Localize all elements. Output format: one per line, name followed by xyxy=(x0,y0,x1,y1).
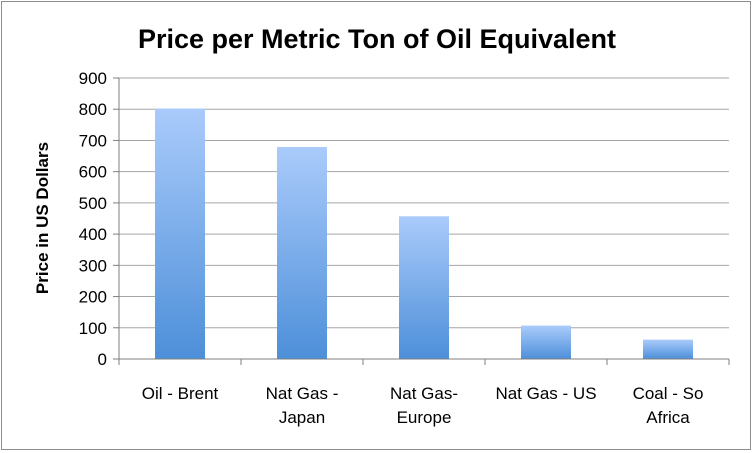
x-axis-categories: Oil - Brent Nat Gas - Japan Nat Gas- Europe N… xyxy=(142,384,704,427)
x-category-label: Coal - So xyxy=(633,384,704,403)
x-category-label: Japan xyxy=(279,408,325,427)
y-tick-label: 900 xyxy=(79,69,107,88)
x-category-label: Africa xyxy=(646,408,690,427)
x-category-label: Nat Gas - US xyxy=(495,384,596,403)
gridlines xyxy=(119,77,729,329)
bar xyxy=(399,216,449,359)
y-tick-label: 300 xyxy=(79,256,107,275)
y-axis-ticks: 0 100 200 300 400 500 600 700 800 900 xyxy=(79,69,119,369)
y-tick-label: 0 xyxy=(98,350,107,369)
bar xyxy=(643,339,693,359)
y-tick-label: 700 xyxy=(79,131,107,150)
chart-title: Price per Metric Ton of Oil Equivalent xyxy=(138,24,616,54)
axes xyxy=(118,78,730,365)
x-category-label: Oil - Brent xyxy=(142,384,219,403)
y-axis-label: Price in US Dollars xyxy=(33,142,52,294)
y-tick-label: 200 xyxy=(79,288,107,307)
bars xyxy=(155,108,693,359)
y-tick-label: 600 xyxy=(79,163,107,182)
y-tick-label: 400 xyxy=(79,225,107,244)
y-tick-label: 500 xyxy=(79,194,107,213)
x-category-label: Nat Gas- xyxy=(390,384,458,403)
bar xyxy=(155,108,205,359)
y-tick-label: 800 xyxy=(79,100,107,119)
bar xyxy=(277,147,327,359)
x-category-label: Nat Gas - xyxy=(266,384,339,403)
y-tick-label: 100 xyxy=(79,319,107,338)
bar xyxy=(521,325,571,359)
x-category-label: Europe xyxy=(397,408,452,427)
